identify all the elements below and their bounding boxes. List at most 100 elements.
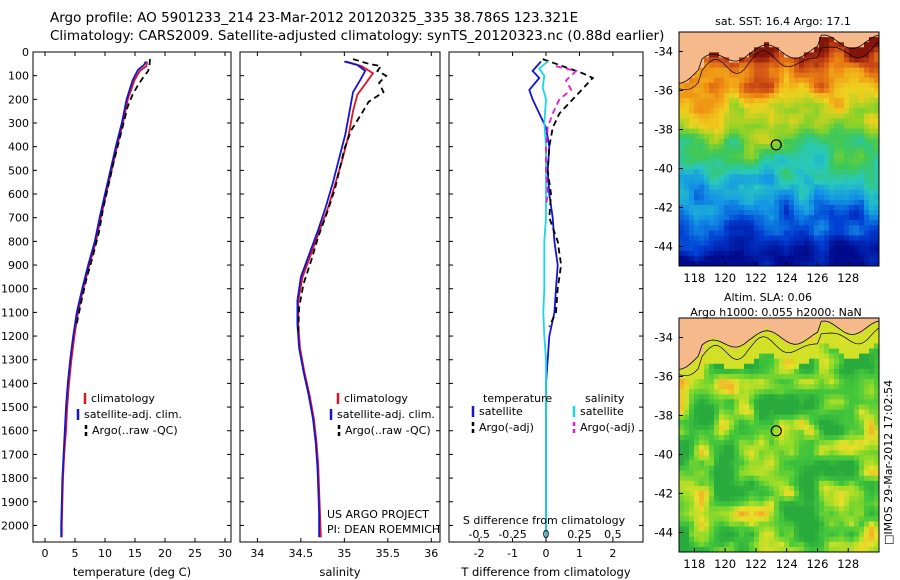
map-cell (749, 235, 755, 242)
map-cell (729, 159, 735, 165)
map-cell (779, 204, 785, 211)
map-cell (839, 62, 845, 69)
map-cell (844, 159, 850, 165)
map-cell (719, 419, 725, 426)
map-cell (789, 72, 795, 79)
map-cell (864, 475, 870, 482)
map-cell (799, 399, 805, 406)
map-cell (839, 128, 845, 135)
map-cell (874, 260, 879, 266)
map-cell (789, 194, 795, 201)
map-cell (709, 220, 715, 226)
map-cell (839, 348, 845, 355)
map-cell (874, 32, 879, 38)
map-cell (734, 235, 740, 242)
map-cell (679, 419, 685, 426)
map-cell (744, 204, 750, 211)
sla_map-panel: 118 120 122 124 126 128-34-36-38-40-42-44Alti… (654, 291, 880, 571)
map-cell (724, 174, 730, 181)
map-cell (699, 133, 705, 140)
map-cell (729, 189, 735, 196)
y-tick-label: -38 (654, 123, 673, 137)
map-cell (689, 128, 695, 135)
map-cell (834, 404, 840, 411)
map-cell (769, 455, 775, 462)
map-cell (804, 82, 810, 89)
map-cell (839, 57, 845, 64)
map-cell (874, 455, 879, 462)
map-cell (769, 389, 775, 395)
map-cell (829, 429, 835, 436)
map-cell (829, 511, 835, 517)
map-cell (819, 108, 825, 114)
map-cell (799, 333, 805, 339)
map-cell (744, 255, 750, 262)
map-cell (724, 333, 730, 339)
y-tick-label: 1500 (1, 401, 29, 414)
map-cell (749, 250, 755, 257)
map-cell (809, 250, 815, 257)
map-cell (729, 328, 735, 334)
map-cell (704, 526, 710, 533)
map-cell (869, 450, 875, 456)
map-cell (699, 62, 705, 69)
map-cell (819, 113, 825, 120)
map-cell (684, 531, 690, 538)
map-cell (684, 103, 690, 109)
map-cell (714, 536, 720, 543)
map-cell (779, 414, 785, 421)
map-cell (834, 245, 840, 252)
map-cell (864, 480, 870, 487)
map-cell (819, 531, 825, 538)
map-cell (779, 384, 785, 390)
map-cell (844, 465, 850, 472)
map-cell (824, 215, 830, 221)
map-cell (824, 149, 830, 155)
map-cell (874, 123, 879, 130)
map-cell (774, 480, 780, 487)
map-cell (834, 455, 840, 462)
map-cell (719, 52, 725, 59)
map-cell (864, 103, 870, 109)
map-cell (694, 72, 700, 79)
map-cell (794, 353, 800, 360)
map-cell (824, 485, 830, 492)
map-cell (709, 409, 715, 416)
map-cell (724, 108, 730, 114)
map-cell (769, 204, 775, 211)
map-cell (784, 164, 790, 170)
map-cell (814, 429, 820, 436)
map-cell (709, 470, 715, 477)
map-cell (874, 511, 879, 517)
map-cell (794, 118, 800, 125)
map-cell (849, 42, 855, 48)
map-cell (759, 379, 765, 385)
map-cell (764, 465, 770, 472)
map-cell (694, 435, 700, 441)
map-cell (804, 546, 810, 552)
map-cell (744, 87, 750, 94)
map-cell (754, 149, 760, 155)
map-cell (849, 123, 855, 130)
map-cell (814, 210, 820, 216)
map-cell (824, 445, 830, 451)
map-cell (844, 128, 850, 135)
map-cell (709, 516, 715, 523)
map-cell (864, 113, 870, 120)
map-cell (824, 220, 830, 226)
map-cell (869, 526, 875, 533)
map-cell (819, 516, 825, 523)
map-cell (834, 419, 840, 426)
map-cell (779, 98, 785, 104)
legend-title: salinity (585, 392, 625, 405)
map-cell (844, 480, 850, 487)
map-cell (734, 424, 740, 431)
map-cell (749, 123, 755, 130)
map-cell (819, 230, 825, 237)
map-cell (759, 358, 765, 365)
map-cell (864, 87, 870, 94)
map-cell (859, 113, 865, 120)
map-cell (854, 220, 860, 226)
map-cell (869, 225, 875, 231)
map-cell (799, 511, 805, 517)
